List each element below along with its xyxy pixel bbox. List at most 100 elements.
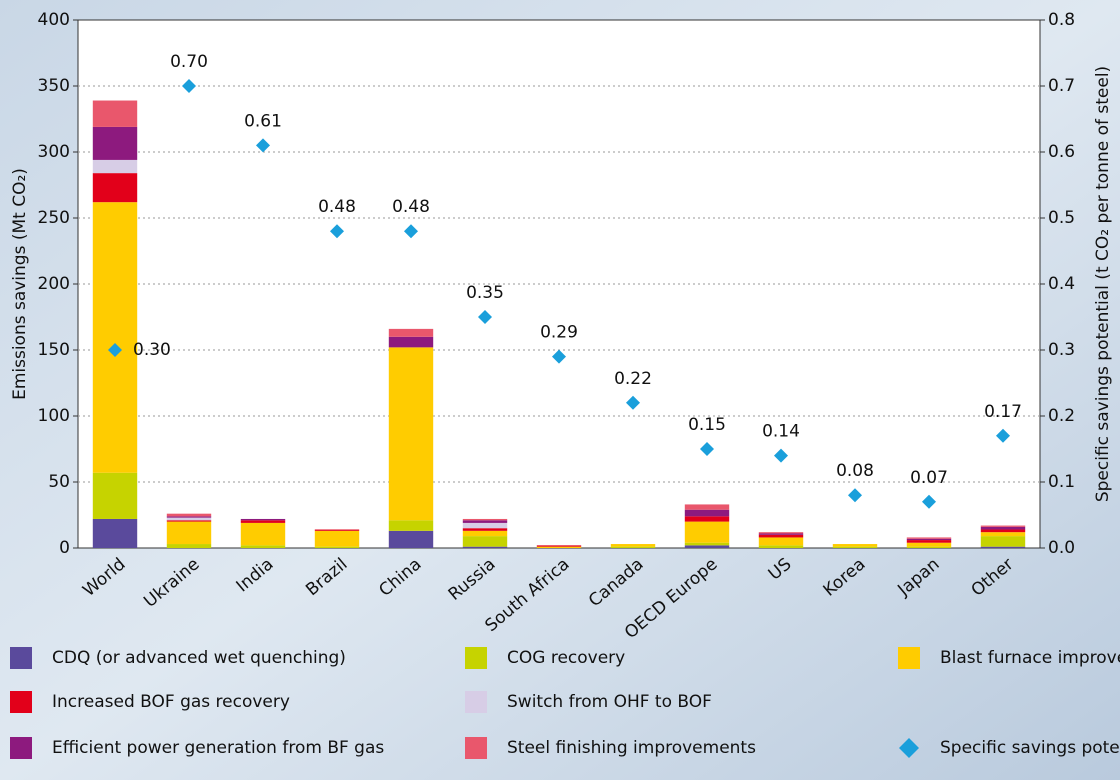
data-label: 0.15 <box>688 415 726 435</box>
bar-segment <box>462 530 508 537</box>
diamond-marker <box>774 448 788 463</box>
bar-segment <box>388 520 434 531</box>
y2-tick-label: 0.5 <box>1048 208 1075 228</box>
bar-segment <box>388 328 434 337</box>
bar-segment <box>388 347 434 521</box>
bar-segment <box>906 538 952 541</box>
bar-segment <box>758 533 804 535</box>
bar-segment <box>758 532 804 534</box>
legend-swatch <box>465 647 487 669</box>
y-tick-label: 150 <box>38 340 70 360</box>
y-tick-label: 400 <box>38 10 70 30</box>
bar-segment <box>462 522 508 529</box>
bar-segment <box>610 544 656 547</box>
legend-swatch <box>465 737 487 759</box>
bar-segment <box>92 202 138 473</box>
bar-segment <box>758 534 804 538</box>
data-label: 0.48 <box>318 197 356 217</box>
bar-segment <box>388 336 434 348</box>
bar-segment <box>906 542 952 547</box>
data-label: 0.61 <box>244 111 282 131</box>
diamond-marker <box>848 488 862 503</box>
bar-segment <box>240 522 286 546</box>
y2-tick-label: 0.2 <box>1048 406 1075 426</box>
legend-label: COG recovery <box>507 648 625 668</box>
data-label: 0.17 <box>984 402 1022 422</box>
diamond-marker <box>404 224 418 239</box>
bar-segment <box>980 525 1026 527</box>
legend-label: Blast furnace improvements <box>940 648 1120 668</box>
bar-segment <box>684 521 730 543</box>
y-tick-label: 0 <box>59 538 70 558</box>
bar-segment <box>610 546 656 548</box>
data-label: 0.07 <box>910 468 948 488</box>
bar-segment <box>462 536 508 547</box>
bar-segment <box>906 546 952 548</box>
bar-segment <box>240 545 286 548</box>
bar-segment <box>240 520 286 523</box>
bar-segment <box>684 545 730 548</box>
bar-segment <box>314 529 360 531</box>
bar-segment <box>92 472 138 519</box>
y-axis-label: Emissions savings (Mt CO₂) <box>10 168 30 400</box>
bar-segment <box>166 513 212 517</box>
y2-tick-label: 0.0 <box>1048 538 1075 558</box>
bar-segment <box>166 521 212 545</box>
bar-segment <box>832 546 878 548</box>
bar-segment <box>314 546 360 548</box>
y2-tick-label: 0.3 <box>1048 340 1075 360</box>
diamond-marker <box>996 428 1010 443</box>
diamond-marker <box>108 343 122 357</box>
bar-segment <box>166 544 212 548</box>
bar-segment <box>92 173 138 203</box>
bar-segment <box>980 546 1026 548</box>
diamond-marker <box>626 395 640 410</box>
legend-label: CDQ (or advanced wet quenching) <box>52 648 346 668</box>
legend-swatch <box>10 737 32 759</box>
legend-swatch <box>899 738 919 758</box>
y-tick-label: 50 <box>48 472 70 492</box>
bar-segment <box>832 544 878 547</box>
bar-segment <box>166 520 212 522</box>
legend-swatch <box>465 691 487 713</box>
y2-tick-label: 0.8 <box>1048 10 1075 30</box>
bar-segment <box>462 518 508 521</box>
diamond-marker <box>330 224 344 239</box>
data-label: 0.29 <box>540 323 578 343</box>
legend-label: Steel finishing improvements <box>507 738 756 758</box>
bar-segment <box>980 532 1026 537</box>
bar-segment <box>906 540 952 543</box>
y-tick-label: 200 <box>38 274 70 294</box>
bar-segment <box>684 542 730 546</box>
bar-segment <box>536 546 582 548</box>
y2-tick-label: 0.6 <box>1048 142 1075 162</box>
data-label: 0.30 <box>133 340 171 360</box>
bar-segment <box>536 545 582 547</box>
bar-segment <box>980 526 1026 530</box>
bar-segment <box>758 545 804 548</box>
bar-segment <box>462 546 508 548</box>
legend-label: Switch from OHF to BOF <box>507 692 712 712</box>
y-tick-label: 350 <box>38 76 70 96</box>
legend-swatch <box>898 647 920 669</box>
diamond-marker <box>256 138 270 153</box>
y-tick-label: 100 <box>38 406 70 426</box>
bar-segment <box>166 516 212 518</box>
bar-segment <box>92 100 138 127</box>
legend-label: Efficient power generation from BF gas <box>52 738 384 758</box>
bar-segment <box>906 537 952 539</box>
bar-segment <box>684 509 730 517</box>
diamond-marker <box>552 349 566 364</box>
diamond-marker <box>182 79 196 93</box>
data-label: 0.22 <box>614 369 652 389</box>
diamond-marker <box>922 494 936 509</box>
bar-segment <box>240 518 286 521</box>
bar-segment <box>684 516 730 522</box>
legend-swatch <box>10 647 32 669</box>
legend-label: Increased BOF gas recovery <box>52 692 290 712</box>
diamond-marker <box>700 442 714 456</box>
bar-segment <box>92 126 138 160</box>
bar-segment <box>314 530 360 547</box>
